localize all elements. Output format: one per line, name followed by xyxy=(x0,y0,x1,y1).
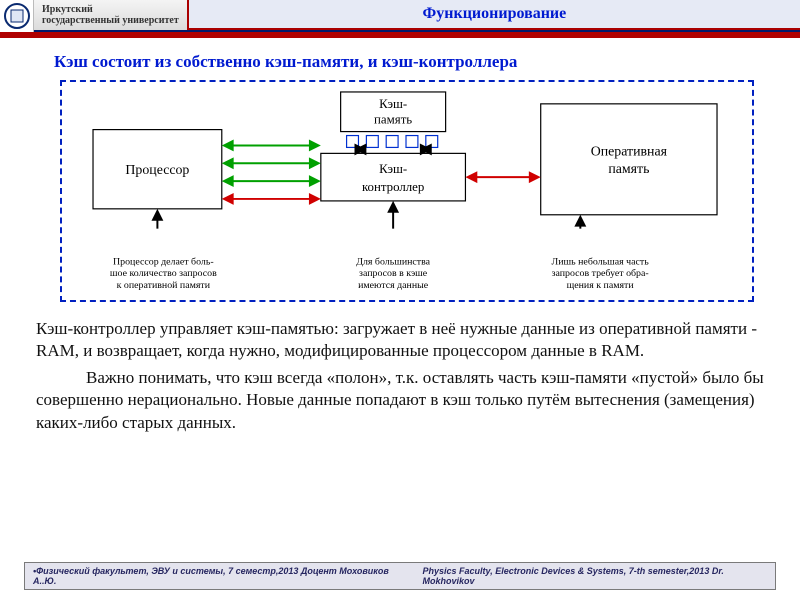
svg-text:память: память xyxy=(374,113,412,127)
footer-ru: •Физический факультет, ЭВУ и системы, 7 … xyxy=(33,566,403,586)
university-name-line1: Иркутский xyxy=(42,4,179,15)
svg-text:Кэш-: Кэш- xyxy=(379,162,407,176)
svg-text:Для большинства: Для большинства xyxy=(356,256,430,267)
slide-title: Функционирование xyxy=(187,0,800,30)
subtitle: Кэш состоит из собственно кэш-памяти, и … xyxy=(0,38,800,80)
svg-text:к оперативной памяти: к оперативной памяти xyxy=(117,280,211,291)
svg-text:Процессор: Процессор xyxy=(125,162,189,177)
paragraph-1: Кэш-контроллер управляет кэш-памятью: за… xyxy=(36,318,764,363)
paragraph-2: Важно понимать, что кэш всегда «полон», … xyxy=(36,367,764,434)
svg-text:шое количество запросов: шое количество запросов xyxy=(110,268,217,279)
diagram-container: Процессор Кэш-память Кэш-контроллер Операти… xyxy=(60,80,754,302)
svg-text:запросов требует обра-: запросов требует обра- xyxy=(552,268,649,279)
university-name-line2: государственный университет xyxy=(42,15,179,26)
footer-en: Physics Faculty, Electronic Devices & Sy… xyxy=(423,566,768,586)
svg-text:имеются данные: имеются данные xyxy=(358,280,429,291)
svg-text:запросов в кэше: запросов в кэше xyxy=(359,268,428,279)
svg-text:Кэш-: Кэш- xyxy=(379,97,407,111)
svg-text:Процессор делает боль-: Процессор делает боль- xyxy=(113,256,214,267)
header-bar: Иркутский государственный университет Фу… xyxy=(0,0,800,32)
footer: •Физический факультет, ЭВУ и системы, 7 … xyxy=(24,562,776,590)
svg-text:Лишь небольшая часть: Лишь небольшая часть xyxy=(552,256,650,267)
svg-text:контроллер: контроллер xyxy=(362,180,424,194)
body-text: Кэш-контроллер управляет кэш-памятью: за… xyxy=(0,302,800,434)
university-name: Иркутский государственный университет xyxy=(34,0,187,30)
svg-text:память: память xyxy=(608,161,649,176)
cache-diagram: Процессор Кэш-память Кэш-контроллер Операти… xyxy=(66,88,748,296)
svg-text:щения к памяти: щения к памяти xyxy=(567,280,635,291)
university-logo xyxy=(0,0,34,32)
svg-text:Оперативная: Оперативная xyxy=(591,143,668,158)
